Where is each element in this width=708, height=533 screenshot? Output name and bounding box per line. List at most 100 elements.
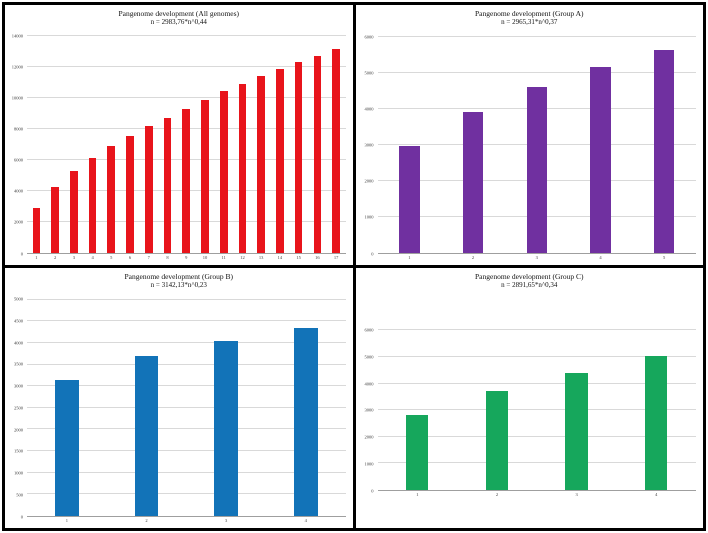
gridline — [377, 36, 696, 38]
chart-all-genomes: Pangenome development (All genomes) n = … — [5, 5, 353, 265]
x-tick-label: 13 — [258, 255, 264, 260]
bar — [590, 67, 611, 253]
y-tick-label: 6000 — [14, 157, 23, 163]
plot-region: 0 500 1000 1500 2000 2500 3000 3500 4000 4500 5000 — [5, 293, 353, 518]
x-tick-label: 3 — [575, 492, 578, 497]
y-tick-label: 1000 — [364, 214, 374, 220]
gridline — [27, 406, 346, 408]
bar — [332, 48, 340, 253]
y-tick-label: 12000 — [11, 64, 23, 70]
bar — [144, 126, 153, 253]
y-tick-label: 4000 — [14, 188, 23, 194]
bar — [214, 340, 238, 516]
gridline — [377, 329, 696, 331]
bar — [201, 99, 209, 253]
y-axis-tick-labels: 0 2000 4000 6000 8000 10000 12000 14000 — [5, 30, 27, 256]
bar-series — [378, 293, 697, 490]
y-tick-label: 2000 — [364, 178, 374, 184]
bar — [182, 108, 191, 253]
bar — [406, 414, 429, 490]
bar-slot — [27, 293, 107, 516]
gridline — [27, 341, 346, 343]
y-tick-label: 10000 — [11, 95, 23, 101]
gridline — [27, 428, 346, 430]
bar-slot — [327, 30, 346, 253]
bar — [485, 390, 509, 490]
bar-slot — [289, 30, 308, 253]
x-tick-label: 1 — [35, 255, 38, 260]
bar — [645, 356, 668, 490]
gridline — [377, 462, 696, 464]
bar-slot — [196, 30, 215, 253]
plot-region: 0 1000 2000 3000 4000 5000 6000 — [356, 293, 704, 492]
y-tick-label: 1000 — [364, 461, 374, 467]
gridline — [377, 435, 696, 437]
x-axis-tick-labels: 1 2 3 4 5 — [378, 254, 697, 265]
x-tick-label: 2 — [145, 518, 148, 523]
bar-slot — [102, 30, 121, 253]
bar — [32, 207, 41, 253]
bar-slot — [266, 293, 346, 516]
plot-area — [27, 293, 346, 517]
plot-area — [377, 30, 697, 254]
chart-title: Pangenome development (Group C) — [474, 272, 584, 281]
bar-slot — [83, 30, 102, 253]
bar — [313, 55, 322, 253]
bar-slot — [441, 30, 505, 253]
y-tick-label: 3000 — [364, 142, 374, 148]
bar — [399, 146, 420, 253]
y-tick-label: 4000 — [14, 339, 23, 345]
bar-slot — [505, 30, 569, 253]
gridline — [377, 382, 696, 384]
y-tick-label: 0 — [371, 250, 374, 256]
x-tick-label: 10 — [202, 255, 208, 260]
bar-series — [378, 30, 697, 253]
x-tick-label: 2 — [53, 255, 57, 260]
bar — [219, 91, 228, 253]
y-tick-label: 5000 — [364, 70, 374, 76]
x-axis-tick-labels: 1 2 3 4 — [27, 517, 346, 528]
gridline — [27, 385, 346, 387]
bar — [70, 171, 78, 253]
bar-slot — [457, 293, 537, 490]
x-tick-label: 3 — [224, 518, 228, 523]
x-tick-label: 5 — [663, 255, 666, 260]
y-tick-label: 6000 — [364, 34, 374, 40]
y-axis-tick-labels: 0 1000 2000 3000 4000 5000 6000 — [356, 30, 378, 256]
gridline — [27, 363, 346, 365]
chart-formula: n = 3142,13*n^0,23 — [150, 281, 207, 290]
chart-title: Pangenome development (Group B) — [124, 272, 233, 281]
y-tick-label: 5000 — [364, 354, 374, 360]
bar-slot — [233, 30, 252, 253]
bar — [294, 62, 303, 253]
bar — [126, 136, 134, 253]
x-tick-label: 11 — [221, 255, 226, 260]
x-tick-label: 3 — [535, 255, 538, 260]
y-tick-label: 14000 — [11, 33, 23, 39]
bar-slot — [252, 30, 271, 253]
plot-area — [27, 30, 346, 254]
x-tick-label: 1 — [416, 492, 419, 497]
bar — [107, 146, 116, 253]
plot-area — [377, 293, 697, 491]
y-tick-label: 3000 — [364, 407, 374, 413]
y-tick-label: 3500 — [14, 361, 23, 367]
bar-slot — [107, 293, 187, 516]
bar-slot — [308, 30, 327, 253]
chart-group-a: Pangenome development (Group A) n = 2965… — [355, 5, 703, 265]
x-tick-label: 4 — [91, 255, 94, 260]
bar-slot — [378, 293, 458, 490]
bar-slot — [537, 293, 617, 490]
bar-slot — [177, 30, 196, 253]
plot-region: 0 2000 4000 6000 8000 10000 12000 14000 — [5, 30, 353, 256]
x-tick-label: 6 — [128, 255, 132, 260]
gridline — [27, 320, 346, 322]
x-tick-label: 1 — [408, 255, 411, 260]
bar — [134, 356, 159, 516]
bar-slot — [64, 30, 83, 253]
gridline — [377, 355, 696, 357]
gridline — [377, 72, 696, 74]
x-tick-label: 14 — [277, 255, 283, 260]
gridline — [27, 97, 346, 99]
